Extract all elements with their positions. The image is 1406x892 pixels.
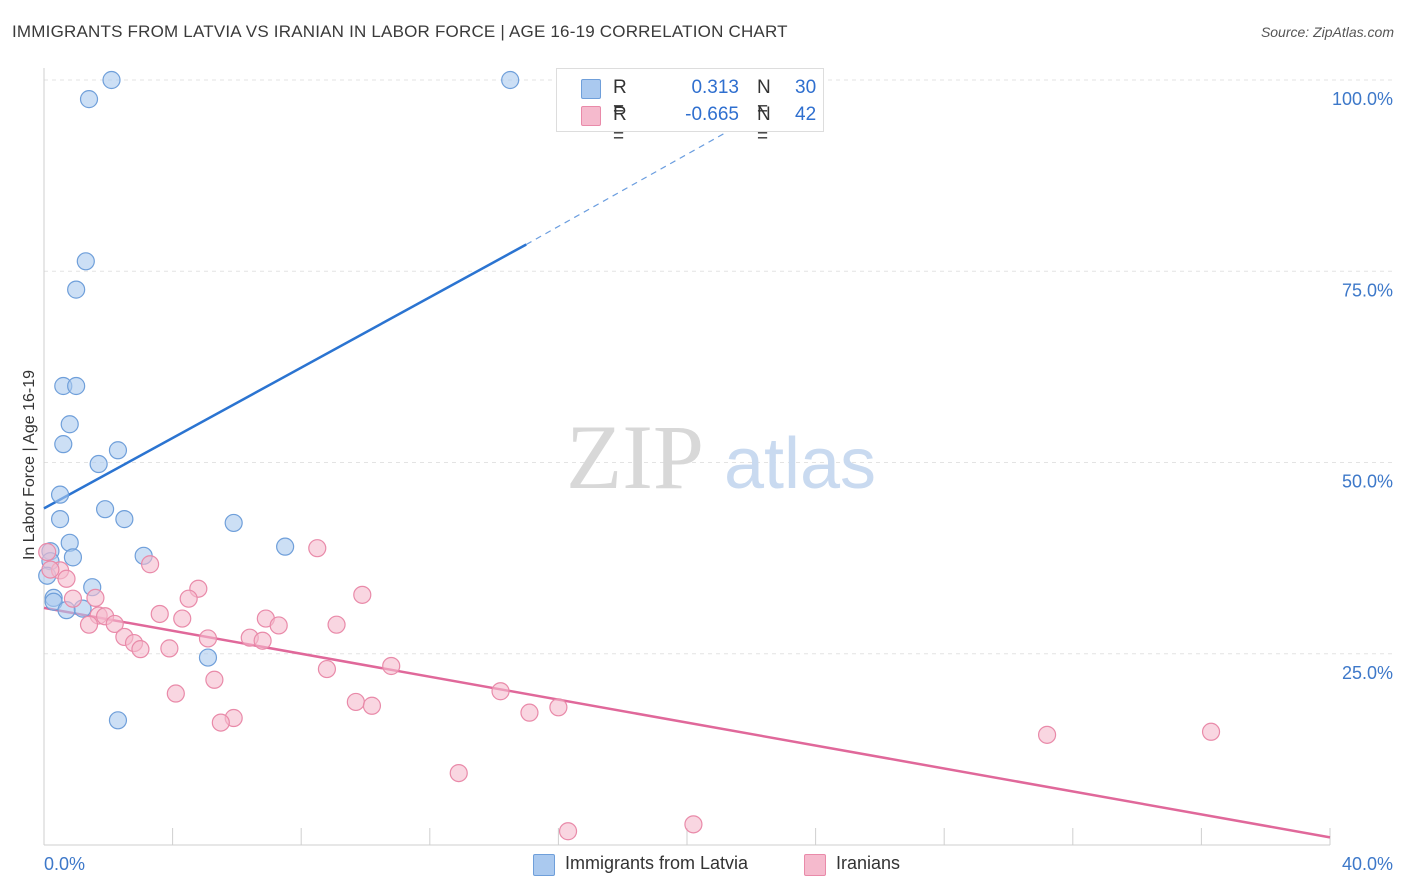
iranian-point <box>205 670 224 689</box>
iranian-legend-swatch <box>804 854 826 876</box>
y-tick-label: 75.0% <box>1342 280 1393 300</box>
data-points <box>38 70 1221 841</box>
n-value: 30 <box>795 77 817 98</box>
latvia-swatch <box>581 79 601 99</box>
iranian-point <box>63 589 83 608</box>
y-tick-label: 50.0% <box>1342 472 1393 492</box>
iranian-point <box>79 615 99 634</box>
iranian-point <box>1037 725 1057 744</box>
iranian-point <box>449 763 468 783</box>
latvia-point <box>60 415 79 434</box>
y-tick-label: 100.0% <box>1332 89 1393 109</box>
n-label: N = <box>757 77 771 120</box>
x-tick-label: 0.0% <box>44 854 85 874</box>
iranian-point <box>86 588 105 608</box>
latvia-point <box>54 435 73 454</box>
latvia-legend-swatch <box>533 854 555 876</box>
x-tick-label: 40.0% <box>1342 854 1393 874</box>
latvia-trend-line <box>43 243 527 510</box>
iranian-point <box>327 615 346 634</box>
iranian-point <box>105 614 124 634</box>
iranian-point <box>362 696 382 715</box>
latvia-point <box>115 510 134 529</box>
iranian-point <box>520 703 539 722</box>
iranian-point <box>211 713 230 732</box>
iranian-point <box>179 589 198 608</box>
watermark-atlas: atlas <box>724 424 876 504</box>
r-value: -0.665 <box>685 104 739 125</box>
latvia-point <box>76 252 95 271</box>
r-label: R = <box>613 104 627 147</box>
latvia-point <box>276 537 295 556</box>
iranian-point <box>1201 722 1221 741</box>
iranian-point <box>549 698 568 717</box>
legend-label: Immigrants from Latvia <box>565 853 749 873</box>
iranian-point <box>166 684 185 703</box>
latvia-point <box>63 548 83 567</box>
iranian-point <box>198 629 218 648</box>
iranian-point <box>491 682 510 701</box>
latvia-point <box>108 441 128 460</box>
iranian-point <box>317 659 337 679</box>
latvia-point <box>50 485 70 504</box>
iranian-point <box>558 822 578 841</box>
iranian-point <box>41 560 60 579</box>
iranian-swatch <box>581 106 601 126</box>
latvia-point <box>102 70 121 90</box>
latvia-point <box>79 90 99 109</box>
iranian-point <box>253 631 272 650</box>
watermark-zip: ZIP <box>566 406 704 508</box>
source-credit: Source: ZipAtlas.com <box>1260 24 1394 40</box>
latvia-point <box>67 280 86 299</box>
iranian-point <box>57 569 76 588</box>
latvia-point <box>108 711 128 730</box>
iranian-point <box>346 692 365 712</box>
correlation-legend: R = 0.313 N = 30 R = -0.665 N = 42 <box>556 68 824 147</box>
latvia-point <box>50 510 70 529</box>
latvia-point <box>44 592 63 611</box>
iranian-point <box>308 539 327 558</box>
iranian-point <box>382 656 401 676</box>
watermark: ZIP atlas <box>566 406 876 508</box>
r-label: R = <box>613 77 627 120</box>
r-value: 0.313 <box>691 77 739 98</box>
latvia-point <box>67 376 86 396</box>
y-tick-label: 25.0% <box>1342 663 1393 683</box>
latvia-point <box>501 70 520 90</box>
iranian-point <box>173 609 192 628</box>
chart-title: IMMIGRANTS FROM LATVIA VS IRANIAN IN LAB… <box>12 22 788 41</box>
iranian-point <box>38 542 57 562</box>
iranian-point <box>684 815 703 834</box>
n-label: N = <box>757 104 771 147</box>
iranian-point <box>353 585 372 604</box>
latvia-point <box>89 454 108 474</box>
iranian-point <box>131 640 150 659</box>
n-value: 42 <box>795 104 817 125</box>
latvia-point <box>198 648 218 667</box>
axes <box>43 68 1331 846</box>
grid-lines <box>44 79 1395 655</box>
iranian-point <box>160 639 179 658</box>
latvia-trend-extension <box>525 117 752 245</box>
legend-label: Iranians <box>836 853 901 873</box>
iranian-point <box>150 604 169 624</box>
iranian-point <box>140 555 160 574</box>
latvia-point <box>95 500 115 519</box>
latvia-point <box>224 513 243 533</box>
tick-labels: 25.0% 50.0% 75.0% 100.0% 0.0% 40.0% <box>44 89 1393 874</box>
iranian-point <box>269 616 288 635</box>
